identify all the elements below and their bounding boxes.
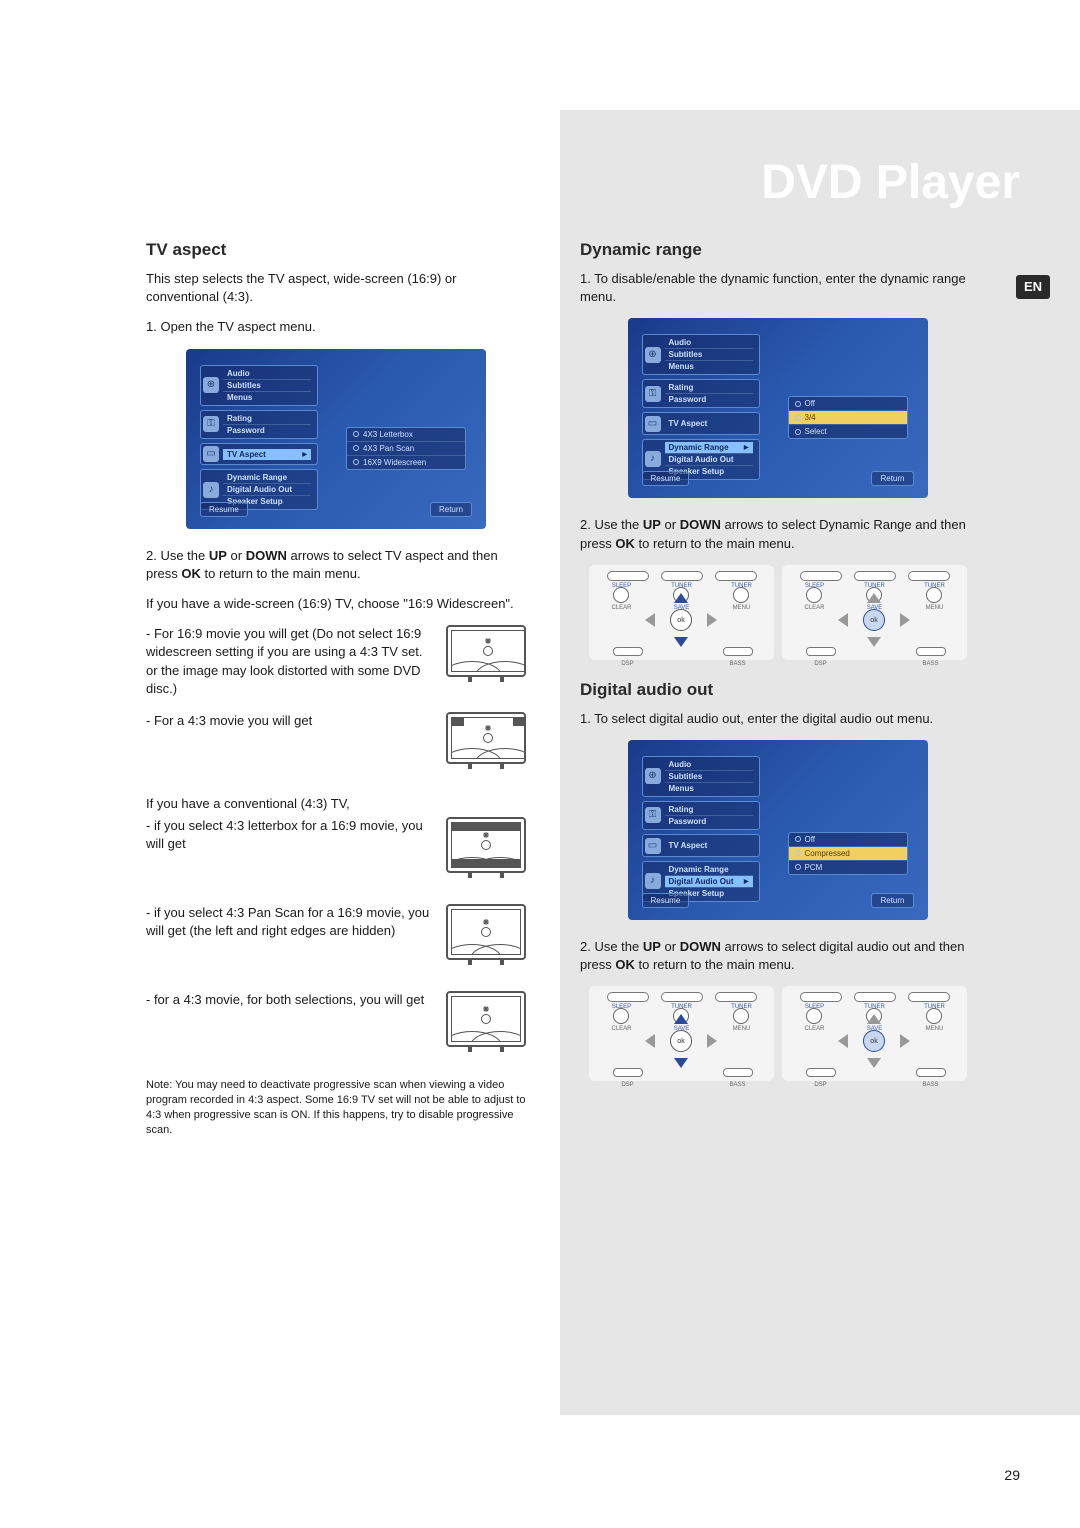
tv-illustration-4-3-native (446, 991, 526, 1052)
language-badge: EN (1016, 275, 1050, 299)
remote-illustration-row: CLEARSLEEPSAVETUNERMENUTUNERokDSPBASS CL… (580, 986, 975, 1081)
text: 2. Use the UP or DOWN arrows to select D… (580, 516, 975, 552)
text: If you have a wide-screen (16:9) TV, cho… (146, 595, 526, 613)
menu-screenshot-digital-audio-out: ⊕AudioSubtitlesMenus⚿RatingPassword▭TV A… (628, 740, 928, 920)
text: If you have a conventional (4:3) TV, (146, 795, 526, 813)
heading-digital-audio-out: Digital audio out (580, 680, 975, 700)
text: This step selects the TV aspect, wide-sc… (146, 270, 526, 306)
page-number: 29 (1004, 1467, 1020, 1483)
tv-illustration-16-9-wide (446, 625, 526, 682)
heading-dynamic-range: Dynamic range (580, 240, 975, 260)
page-title: DVD Player (761, 155, 1020, 210)
text: 1. Open the TV aspect menu. (146, 318, 526, 336)
text: 1. To disable/enable the dynamic functio… (580, 270, 975, 306)
menu-screenshot-tv-aspect: ⊕AudioSubtitlesMenus⚿RatingPassword▭TV A… (186, 349, 486, 529)
note-text: Note: You may need to deactivate progres… (146, 1078, 526, 1137)
remote-illustration-row: CLEARSLEEPSAVETUNERMENUTUNERokDSPBASS CL… (580, 565, 975, 660)
text: 2. Use the UP or DOWN arrows to select T… (146, 547, 526, 583)
text: 1. To select digital audio out, enter th… (580, 710, 975, 728)
tv-illustration-16-9-pillarbox (446, 712, 526, 769)
heading-tv-aspect: TV aspect (146, 240, 526, 260)
tv-illustration-4-3-letterbox (446, 817, 526, 878)
text: 2. Use the UP or DOWN arrows to select d… (580, 938, 975, 974)
tv-illustration-4-3-panscan (446, 904, 526, 965)
menu-screenshot-dynamic-range: ⊕AudioSubtitlesMenus⚿RatingPassword▭TV A… (628, 318, 928, 498)
